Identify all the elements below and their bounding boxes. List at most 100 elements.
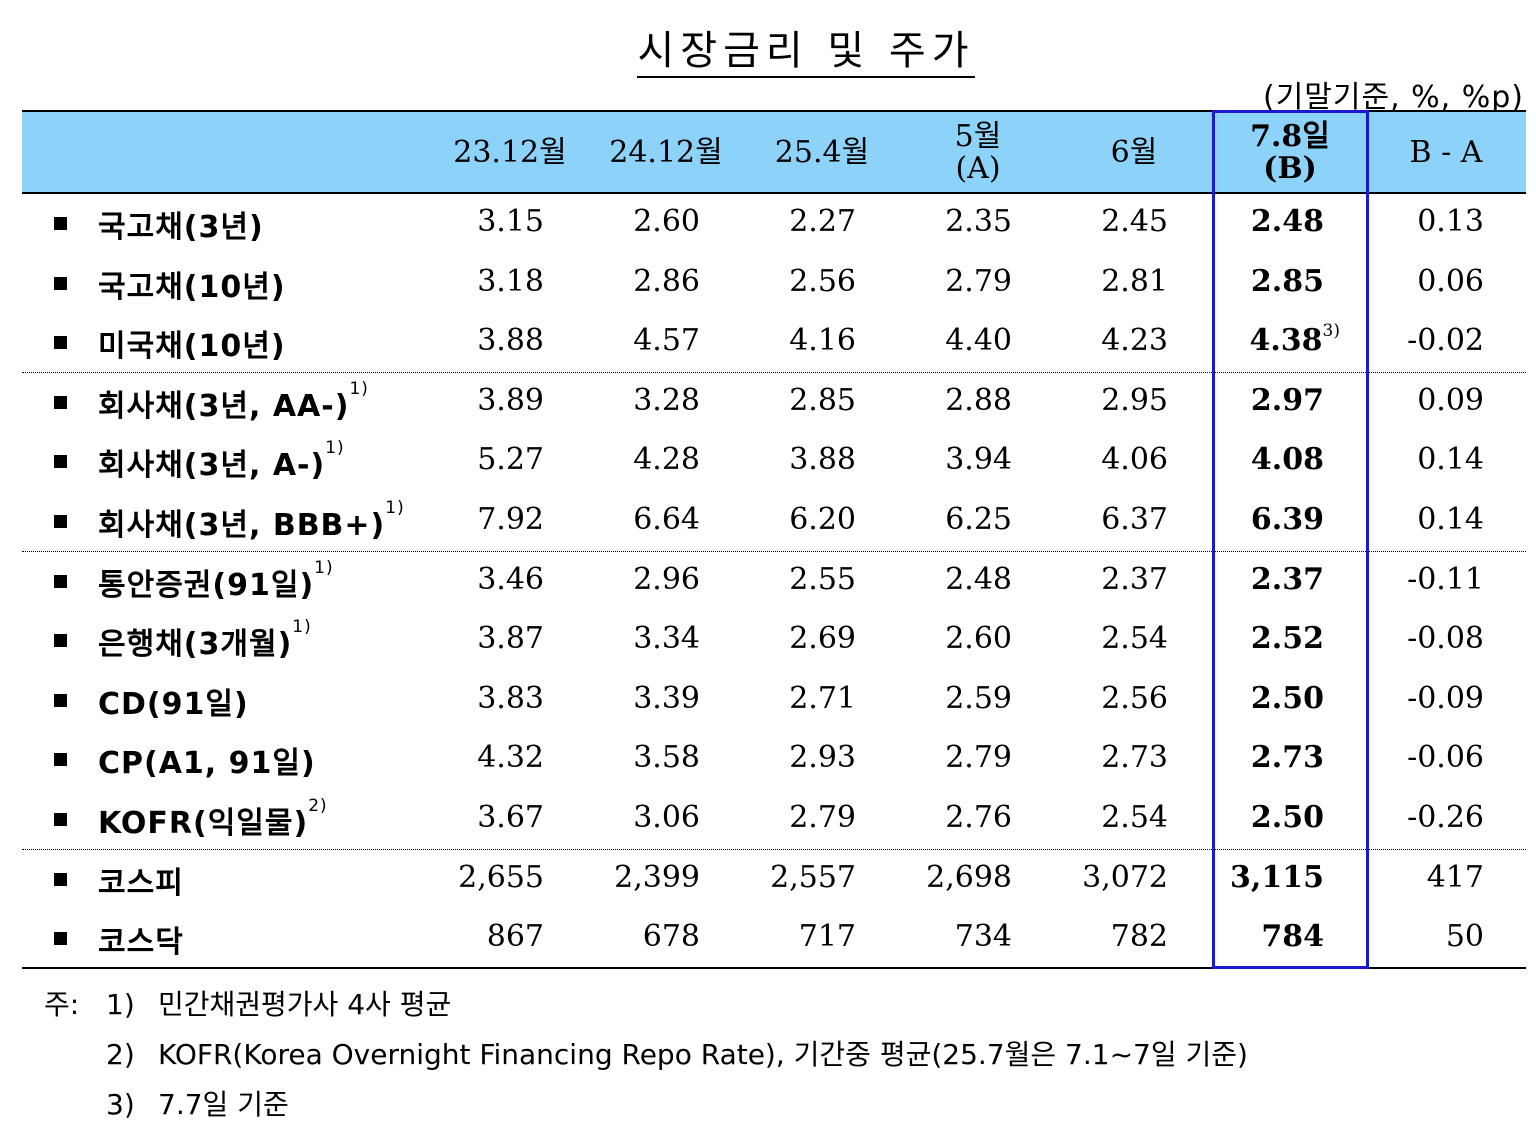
table-cell: 2.81: [1101, 263, 1168, 299]
table-row: 회사채(3년, A-)1) 5.27 4.28 3.88 3.94 4.06 4.08 0.1…: [22, 432, 1526, 492]
table-cell: 3.83: [477, 680, 544, 716]
table-cell: 3.46: [477, 561, 544, 597]
table-cell: 2.79: [945, 740, 1012, 776]
bullet-square-icon: [54, 812, 67, 826]
row-label: KOFR(익일물)2): [98, 795, 328, 841]
table-cell: 2.54: [1101, 799, 1168, 835]
table-cell: 4.08: [1250, 442, 1324, 478]
table-cell: 2.48: [1250, 204, 1324, 239]
table-row: 코스닥 867 678 717 734 782 784 50: [22, 909, 1526, 969]
table-row: 회사채(3년, AA-)1) 3.89 3.28 2.85 2.88 2.95 2.97 0.…: [22, 373, 1526, 433]
footnotes: 주: 1) 민간채권평가사 4사 평균 2) KOFR(Korea Overnight…: [44, 980, 1248, 1130]
table-cell: 4.32: [477, 740, 544, 776]
row-label: 회사채(3년, AA-)1): [98, 378, 369, 424]
footnote-marker: 1): [385, 497, 405, 518]
table-cell: 50: [1445, 919, 1484, 955]
bullet-square-icon: [54, 336, 67, 350]
footnote-marker: 3): [1322, 321, 1340, 342]
table-cell: 2.85: [789, 382, 856, 418]
table-cell: 678: [642, 919, 700, 955]
table-cell: 3.89: [477, 382, 544, 418]
table-cell: 2.73: [1101, 740, 1168, 776]
table-row: CD(91일) 3.83 3.39 2.71 2.59 2.56 2.50 -0.09: [22, 671, 1526, 731]
footnote-marker: 1): [314, 557, 334, 578]
table-cell: 2.27: [789, 204, 856, 239]
table-cell: 2.60: [633, 204, 700, 239]
header-col-may: 5월 (A): [954, 119, 1002, 186]
row-label: 코스닥: [98, 925, 184, 961]
table-cell: 784: [1261, 919, 1324, 955]
table-cell: 3.34: [633, 621, 700, 657]
table-cell: 3,072: [1082, 859, 1168, 895]
header-col-2312: 23.12월: [453, 135, 567, 170]
bullet-square-icon: [54, 395, 67, 409]
row-label: 코스피: [98, 865, 184, 901]
table-cell: 0.09: [1417, 382, 1484, 418]
table-cell: 0.14: [1417, 501, 1484, 537]
page-title: 시장금리 및 주가: [0, 18, 1536, 78]
table-cell: -0.11: [1407, 561, 1484, 597]
table-cell: 0.14: [1417, 442, 1484, 478]
table-cell: 2,399: [614, 859, 700, 895]
table-row: 미국채(10년) 3.88 4.57 4.16 4.40 4.23 4.383) -0.02: [22, 313, 1526, 373]
table-row: 국고채(10년) 3.18 2.86 2.56 2.79 2.81 2.85 0.06: [22, 254, 1526, 314]
table-cell: 2.35: [945, 204, 1012, 239]
footnote-2: 2) KOFR(Korea Overnight Financing Repo Ra…: [106, 1038, 1248, 1071]
table-cell: 6.64: [633, 501, 700, 537]
footnote-marker: 1): [349, 378, 369, 399]
table-row: 통안증권(91일)1) 3.46 2.96 2.55 2.48 2.37 2.37 -0.11: [22, 552, 1526, 612]
table-cell: 2.71: [789, 680, 856, 716]
table-cell: 3.87: [477, 621, 544, 657]
table-cell: 2,698: [926, 859, 1012, 895]
table-cell: 2.48: [945, 561, 1012, 597]
table-cell: 3.88: [789, 442, 856, 478]
table-row: 국고채(3년) 3.15 2.60 2.27 2.35 2.45 2.48 0.13: [22, 194, 1526, 254]
table-cell: 3.94: [945, 442, 1012, 478]
table-cell: 3.39: [633, 680, 700, 716]
bullet-square-icon: [54, 574, 67, 588]
table-cell: 2.96: [633, 561, 700, 597]
rates-table: 23.12월 24.12월 25.4월 5월 (A) 6월 7.8일 (B) B…: [22, 110, 1526, 969]
table-row: 코스피 2,655 2,399 2,557 2,698 3,072 3,115 417: [22, 850, 1526, 910]
table-cell: 2.76: [945, 799, 1012, 835]
table-cell: 3,115: [1230, 859, 1324, 895]
table-cell: 3.58: [633, 740, 700, 776]
table-cell: 6.20: [789, 501, 856, 537]
bullet-square-icon: [54, 693, 67, 707]
table-cell: 2.97: [1250, 382, 1324, 418]
table-cell: 2.95: [1101, 382, 1168, 418]
table-cell: 2.85: [1250, 263, 1324, 299]
row-label: 국고채(3년): [98, 210, 264, 245]
row-label: 통안증권(91일)1): [98, 557, 334, 603]
row-label: CP(A1, 91일): [98, 746, 316, 782]
table-cell: 5.27: [477, 442, 544, 478]
bullet-square-icon: [54, 634, 67, 648]
table-cell: 3.28: [633, 382, 700, 418]
table-header: 23.12월 24.12월 25.4월 5월 (A) 6월 7.8일 (B) B…: [22, 110, 1526, 194]
table-cell: 2.37: [1101, 561, 1168, 597]
table-cell: 7.92: [477, 501, 544, 537]
header-col-254: 25.4월: [774, 135, 870, 170]
table-cell: 0.13: [1417, 204, 1484, 239]
table-cell: 2.69: [789, 621, 856, 657]
table-cell: 6.39: [1250, 501, 1324, 537]
page-title-text: 시장금리 및 주가: [637, 28, 975, 78]
table-cell: 3.18: [477, 263, 544, 299]
table-cell: 2.86: [633, 263, 700, 299]
row-label: 회사채(3년, BBB+)1): [98, 497, 405, 543]
unit-note: (기말기준, %, %p): [1262, 80, 1524, 115]
footnote-3: 3) 7.7일 기준: [106, 1088, 289, 1121]
table-cell: 2.56: [789, 263, 856, 299]
footnote-marker: 2): [308, 795, 328, 816]
table-cell: 4.16: [789, 323, 856, 359]
table-cell: 2.37: [1250, 561, 1324, 597]
header-col-june: 6월: [1110, 135, 1158, 170]
footnote-marker: 1): [325, 438, 345, 459]
row-label: 국고채(10년): [98, 269, 286, 305]
table-cell: 417: [1426, 859, 1484, 895]
row-label: 회사채(3년, A-)1): [98, 438, 345, 484]
table-cell: 4.40: [945, 323, 1012, 359]
footnote-marker: 1): [292, 617, 312, 638]
table-cell: 2.54: [1101, 621, 1168, 657]
table-cell: 3.06: [633, 799, 700, 835]
